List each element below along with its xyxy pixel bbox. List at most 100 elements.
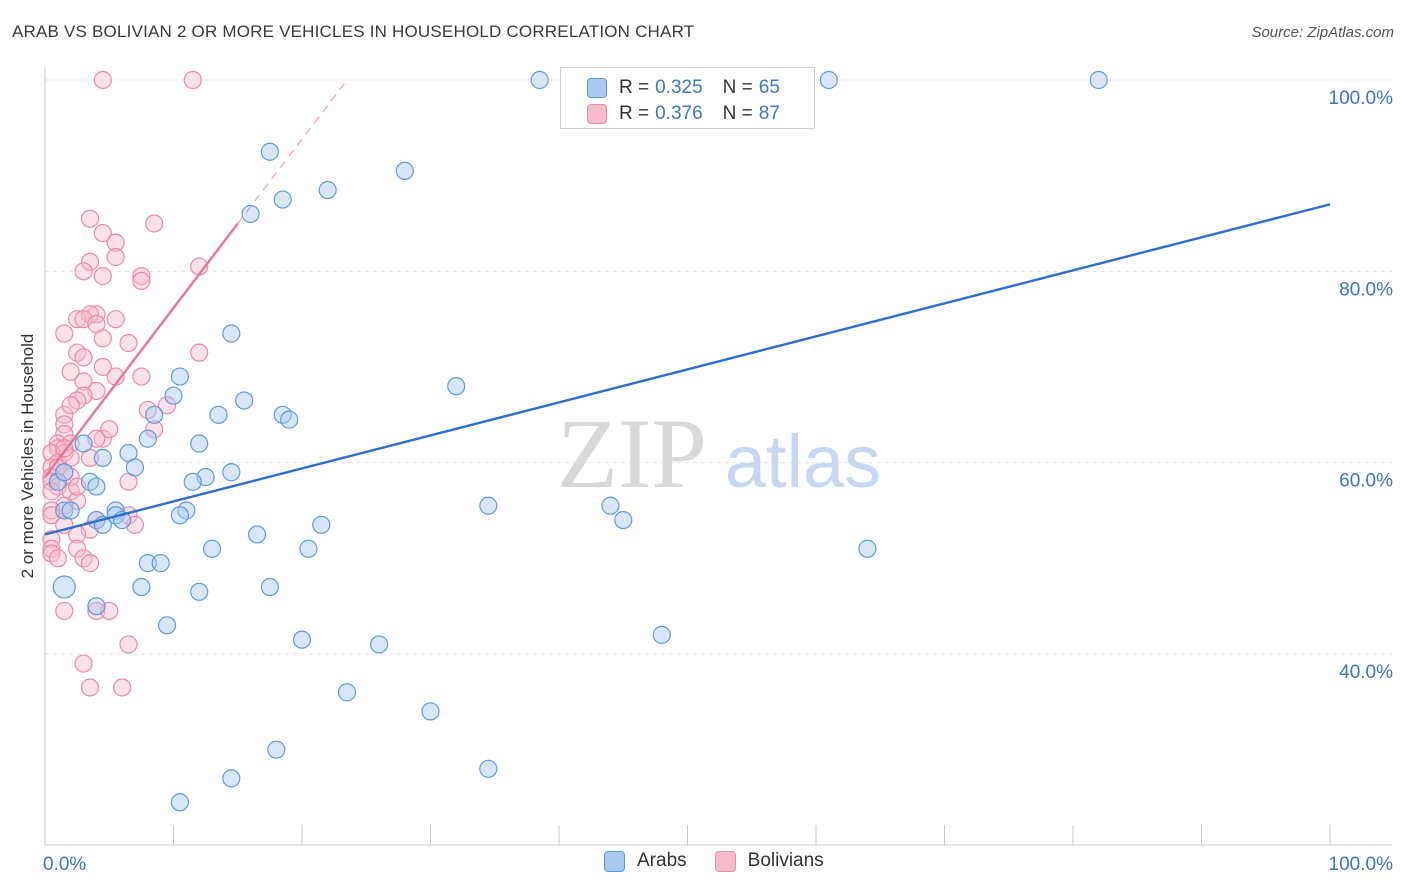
- bolivian-point: [68, 310, 87, 329]
- bolivian-point: [74, 372, 93, 391]
- arab-point: [132, 577, 151, 597]
- arab-point: [145, 405, 164, 424]
- y-tick-label: 40.0%: [1339, 662, 1393, 683]
- bolivian-point: [42, 501, 61, 520]
- bolivian-point: [55, 601, 74, 621]
- arabs-legend-swatch: [604, 850, 625, 872]
- arab-point: [170, 506, 190, 525]
- arab-point: [87, 477, 106, 496]
- bolivian-point: [74, 654, 93, 673]
- bolivians-r-value: 0.376: [655, 103, 703, 124]
- bolivian-point: [93, 267, 112, 286]
- bolivian-point: [119, 333, 138, 353]
- series-legend: Arabs Bolivians: [604, 850, 852, 872]
- arab-point: [299, 539, 318, 558]
- arab-point: [247, 525, 267, 544]
- bolivian-point: [93, 357, 112, 377]
- bolivian-point: [42, 482, 61, 501]
- watermark-atlas: atlas: [725, 420, 881, 503]
- arab-point: [87, 597, 106, 616]
- bolivians-trend-extension: [237, 79, 348, 224]
- bolivian-point: [132, 267, 151, 286]
- arabs-r-value: 0.325: [655, 77, 703, 98]
- bolivian-point: [145, 420, 164, 439]
- arabs-r-label: R =: [619, 77, 650, 98]
- bolivian-point: [80, 209, 100, 228]
- bolivian-point: [61, 396, 80, 415]
- arab-point: [202, 539, 222, 558]
- legend-item-bolivians[interactable]: Bolivians: [714, 850, 824, 872]
- arab-point: [235, 391, 254, 410]
- arab-point: [222, 324, 241, 343]
- arab-point: [183, 472, 202, 491]
- bolivian-point: [119, 635, 138, 654]
- bolivian-point: [93, 70, 112, 90]
- bolivian-point: [80, 554, 100, 573]
- x-tick-label-max: 100.0%: [1329, 854, 1394, 875]
- bolivian-point: [55, 405, 74, 424]
- bolivian-point: [183, 70, 202, 90]
- arabs-points: [48, 70, 1108, 812]
- bolivian-point: [157, 396, 177, 415]
- arab-point: [138, 554, 157, 573]
- arab-point: [479, 759, 498, 778]
- arabs-n-label: N =: [722, 77, 753, 98]
- arab-point: [267, 740, 286, 759]
- arab-point: [421, 702, 440, 721]
- arab-point: [222, 463, 241, 482]
- legend-row-bolivians: R = 0.376 N = 87: [587, 101, 780, 127]
- arab-point: [614, 510, 633, 530]
- arab-point: [93, 448, 112, 467]
- arab-point: [48, 472, 67, 491]
- arab-point: [601, 496, 620, 515]
- arab-point: [318, 180, 337, 200]
- bolivians-r-label: R =: [619, 103, 650, 124]
- bolivians-n-label: N =: [722, 103, 753, 124]
- arab-point: [1089, 70, 1108, 90]
- bolivian-point: [74, 348, 93, 367]
- arab-point: [222, 769, 241, 788]
- arab-point: [52, 575, 76, 599]
- arabs-swatch: [587, 78, 607, 98]
- bolivian-point: [106, 233, 125, 252]
- arab-point: [138, 429, 157, 448]
- arab-point: [209, 405, 228, 424]
- y-tick-label: 60.0%: [1339, 471, 1393, 492]
- arab-point: [260, 142, 279, 161]
- trend-lines: [44, 79, 1331, 536]
- bolivian-point: [48, 549, 67, 568]
- watermark: ZIP atlas: [557, 398, 881, 509]
- bolivians-n-value: 87: [758, 103, 780, 124]
- legend-item-arabs[interactable]: Arabs: [604, 850, 687, 872]
- bolivian-point: [132, 271, 151, 290]
- chart-title: ARAB VS BOLIVIAN 2 OR MORE VEHICLES IN H…: [12, 22, 695, 41]
- arab-point: [479, 496, 498, 515]
- arab-point: [190, 434, 209, 453]
- bolivians-swatch: [587, 104, 607, 124]
- bolivian-point: [55, 439, 74, 458]
- bolivian-point: [93, 223, 112, 243]
- arab-point: [55, 501, 74, 520]
- bolivian-point: [132, 367, 151, 386]
- arab-point: [395, 161, 414, 180]
- source-label: Source: ZipAtlas.com: [1251, 24, 1394, 41]
- arab-point: [241, 204, 260, 224]
- arabs-legend-label: Arabs: [637, 850, 687, 871]
- legend-row-arabs: R = 0.325 N = 65: [587, 75, 780, 101]
- bolivian-point: [100, 420, 119, 439]
- bolivian-point: [68, 539, 87, 558]
- arab-point: [260, 577, 279, 597]
- bolivian-point: [93, 429, 112, 448]
- arabs-n-value: 65: [758, 77, 780, 98]
- arab-point: [312, 515, 331, 534]
- bolivian-point: [80, 678, 100, 697]
- arab-point: [652, 625, 671, 644]
- arab-point: [170, 793, 190, 812]
- bolivian-point: [112, 678, 132, 697]
- arab-point: [170, 367, 190, 386]
- arab-point: [55, 463, 74, 482]
- arab-point: [125, 458, 145, 477]
- arab-point: [273, 190, 292, 209]
- bolivian-point: [106, 310, 125, 329]
